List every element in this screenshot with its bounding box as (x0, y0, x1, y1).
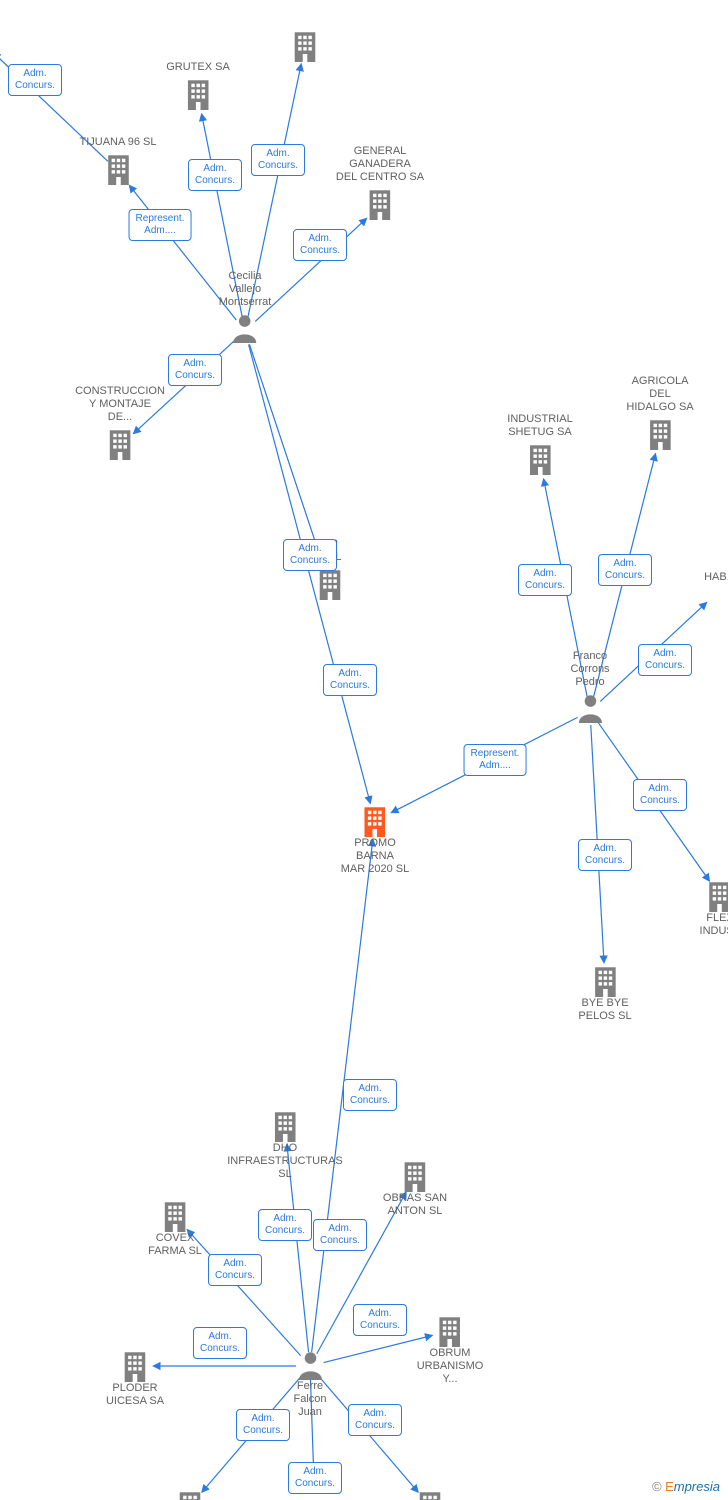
building-icon (526, 443, 554, 475)
edge-label: Adm.Concurs. (598, 554, 652, 586)
node-label: CONSTRUCCIONY MONTAJEDE... (75, 385, 165, 424)
edge-label: Adm.Concurs. (168, 354, 222, 386)
edge-label: Adm.Concurs. (518, 564, 572, 596)
building-icon (316, 568, 344, 600)
node-label: FrancoCorronsPedro (570, 650, 609, 689)
building-icon (121, 1350, 149, 1382)
node-label: OBRAS SANANTON SL (383, 1192, 447, 1218)
building-icon (366, 188, 394, 220)
node-label: GENERALGANADERADEL CENTRO SA (336, 145, 424, 184)
edge-label: Adm.Concurs. (283, 539, 337, 571)
node-shetug: INDUSTRIALSHETUG SA (507, 413, 572, 475)
node-agricola: AGRICOLADELHIDALGO SA (626, 375, 693, 450)
building-icon (361, 805, 389, 837)
node-construc: CONSTRUCCIONY MONTAJEDE... (75, 385, 165, 460)
building-icon (271, 1110, 299, 1142)
edge-label: Adm.Concurs. (578, 839, 632, 871)
node-ganadera: GENERALGANADERADEL CENTRO SA (336, 145, 424, 220)
edge-label: Adm.Concurs. (188, 159, 242, 191)
edge-label: Adm.Concurs. (293, 229, 347, 261)
node-obrum: OBRUMURBANISMOY... (417, 1315, 484, 1390)
edge-label: Adm.Concurs. (236, 1409, 290, 1441)
edge-label: Adm.Concurs. (638, 644, 692, 676)
edge-label: Adm.Concurs. (633, 779, 687, 811)
building-icon (416, 1490, 444, 1500)
watermark: © Empresia (652, 1479, 720, 1494)
node-label: TIJUANA 96 SL (79, 136, 156, 149)
node-bot1 (176, 1490, 204, 1500)
building-icon (706, 880, 728, 912)
edge-label: Represent.Adm.... (464, 744, 527, 776)
edge-label: Adm.Concurs. (323, 664, 377, 696)
node-label: BYE BYEPELOS SL (578, 997, 631, 1023)
edge-label: Adm.Concurs. (258, 1209, 312, 1241)
node-hab: HAB... (704, 571, 728, 588)
node-byebye: BYE BYEPELOS SL (578, 965, 631, 1027)
node-grutex: GRUTEX SA (166, 61, 230, 110)
node-franco: FrancoCorronsPedro (570, 650, 609, 723)
node-label: PLODERUICESA SA (106, 1382, 164, 1408)
node-label: INDUSTRIALSHETUG SA (507, 413, 572, 439)
node-label: COVEXFARMA SL (148, 1232, 202, 1258)
edge-label: Adm.Concurs. (343, 1079, 397, 1111)
building-icon (436, 1315, 464, 1347)
node-label: HAB... (704, 571, 728, 584)
node-cecilia: CeciliaVallejoMontserrat (219, 270, 272, 343)
edge-label: Adm.Concurs. (313, 1219, 367, 1251)
node-label: OBRUMURBANISMOY... (417, 1347, 484, 1386)
node-tijuana: TIJUANA 96 SL (79, 136, 156, 185)
node-label: FerreFalconJuan (293, 1380, 326, 1419)
edge-label: Adm.Concurs. (208, 1254, 262, 1286)
node-bot2 (416, 1490, 444, 1500)
edge-label: Adm.Concurs. (288, 1462, 342, 1494)
network-edges (0, 0, 728, 1500)
edge-label: Represent.Adm.... (129, 209, 192, 241)
building-icon (176, 1490, 204, 1500)
node-obras: OBRAS SANANTON SL (383, 1160, 447, 1222)
node-label: FLEXINDUST (700, 912, 728, 938)
edge-label: Adm.Concurs. (348, 1404, 402, 1436)
edge (249, 345, 371, 804)
node-label: GRUTEX SA (166, 61, 230, 74)
person-icon (296, 1350, 324, 1380)
edge-label: Adm.Concurs. (193, 1327, 247, 1359)
building-icon (591, 965, 619, 997)
node-promo: PROMOBARNAMAR 2020 SL (341, 805, 409, 880)
node-ploder: PLODERUICESA SA (106, 1350, 164, 1412)
person-icon (576, 693, 604, 723)
edge-label: Adm.Concurs. (353, 1304, 407, 1336)
building-icon (646, 418, 674, 450)
node-flex: FLEXINDUST (700, 880, 728, 942)
building-icon (106, 428, 134, 460)
building-icon (161, 1200, 189, 1232)
edge (249, 344, 324, 569)
person-icon (231, 313, 259, 343)
node-ferre: FerreFalconJuan (293, 1350, 326, 1423)
node-label: PROMOBARNAMAR 2020 SL (341, 837, 409, 876)
node-dho: DHOINFRAESTRUCTURASSL (227, 1110, 343, 1185)
node-covex: COVEXFARMA SL (148, 1200, 202, 1262)
building-icon (401, 1160, 429, 1192)
edge-label: Adm.Concurs. (8, 64, 62, 96)
building-icon (104, 153, 132, 185)
building-icon (184, 78, 212, 110)
node-label: AGRICOLADELHIDALGO SA (626, 375, 693, 414)
building-icon (291, 30, 319, 62)
node-label: DHOINFRAESTRUCTURASSL (227, 1142, 343, 1181)
node-label: CeciliaVallejoMontserrat (219, 270, 272, 309)
edge-label: Adm.Concurs. (251, 144, 305, 176)
node-offtop1 (291, 30, 319, 62)
